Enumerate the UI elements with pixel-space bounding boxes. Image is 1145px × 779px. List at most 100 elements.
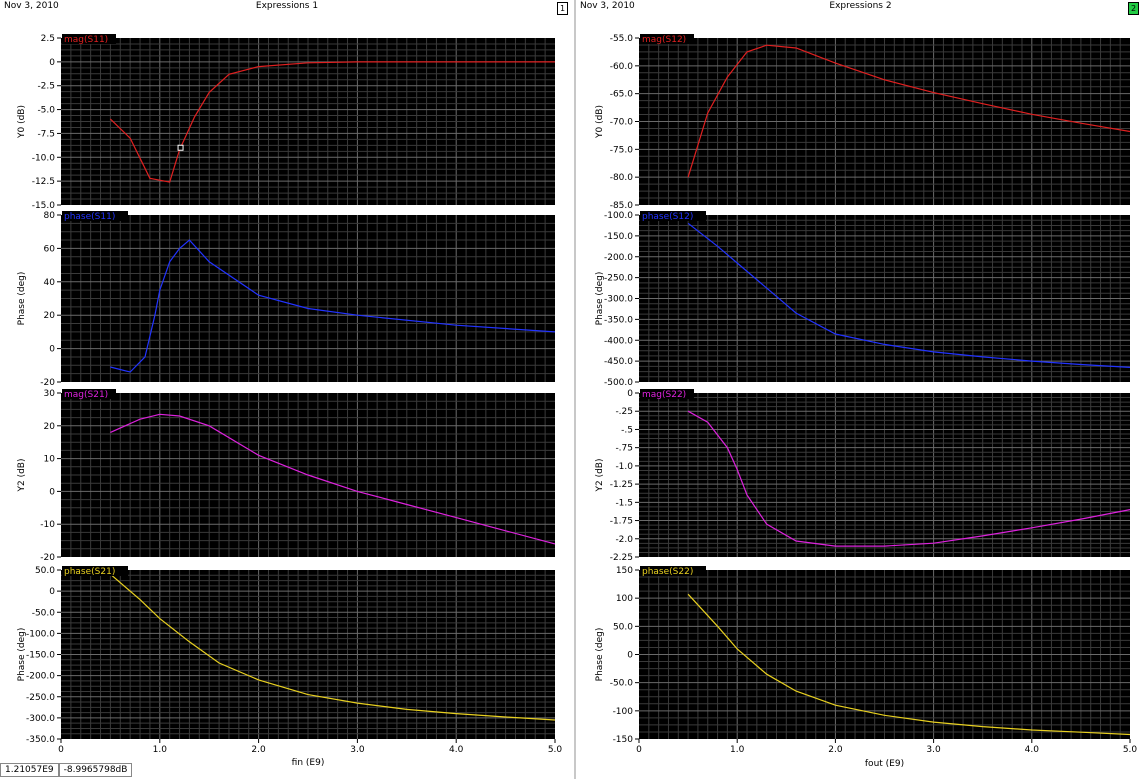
y-axis-label: Y0 (dB) [595, 105, 605, 139]
subplot-mags12: -85.0 -80.0 -75.0 -70.0 -65.0 -60.0 -55.0 Y0 (d… [595, 34, 1131, 211]
y-tick-label: -300.0 [604, 295, 633, 305]
legend-label: phase(S12) [642, 212, 693, 222]
y-tick-label: 40 [44, 278, 56, 288]
series-line-yellow [687, 593, 1131, 736]
y-axis-label: Y0 (dB) [17, 105, 27, 139]
y-tick-label: -1.75 [610, 517, 633, 527]
y-tick-label: -.5 [621, 425, 633, 435]
expressions-window-2: Nov 3, 2010 Expressions 2 2 -85.0 -80.0 -7… [576, 0, 1145, 779]
x-tick-label: 1.0 [153, 745, 168, 755]
y-tick-label: 20 [44, 311, 56, 321]
status-bar: 1.21057E9 -8.9965798dB [0, 763, 133, 777]
y-tick-label: -100.0 [26, 629, 55, 639]
x-tick-label: 0 [636, 745, 642, 755]
y-tick-label: 2.5 [41, 34, 55, 44]
x-tick-label: 5.0 [1123, 745, 1138, 755]
legend-label: phase(S11) [64, 212, 115, 222]
legend-label: mag(S21) [64, 390, 108, 400]
marker-point [177, 144, 184, 151]
subplot-mags11: -15.0 -12.5 -10.0 -7.5 -5.0 -2.5 0 2.5 Y0 (dB) ma… [17, 34, 555, 211]
y-tick-label: -350.0 [26, 735, 55, 745]
series-line-blue [110, 239, 556, 373]
y-tick-label: -100.0 [604, 211, 633, 221]
y-tick-label: -2.5 [37, 82, 55, 92]
y-tick-label: -70.0 [610, 118, 634, 128]
x-axis-label: fin (E9) [292, 758, 325, 768]
series-line-red [109, 61, 555, 183]
legend-tag [62, 211, 128, 221]
legend-tag [640, 211, 706, 221]
y-tick-label: -.25 [615, 407, 633, 417]
window-number-badge[interactable]: 1 [557, 2, 568, 15]
y-tick-label: -65.0 [610, 90, 634, 100]
legend-tag [640, 34, 694, 44]
subplot-phases22: -150 -100 -50.0 0 50.0 100 150 Phase (deg) phase… [595, 566, 1131, 745]
y-tick-label: 30 [44, 389, 56, 399]
y-tick-label: 0 [627, 651, 633, 661]
y-tick-label: -15.0 [32, 201, 56, 211]
y-tick-label: -20 [40, 553, 55, 563]
legend-tag [62, 566, 128, 576]
x-tick-label: 2.0 [251, 745, 266, 755]
y-tick-label: 0 [49, 58, 55, 68]
y-tick-label: -1.25 [610, 480, 633, 490]
x-tick-label: 3.0 [350, 745, 365, 755]
x-tick-label: 0 [58, 745, 64, 755]
window-separator [574, 0, 576, 779]
y-tick-label: -50.0 [32, 608, 56, 618]
y-tick-label: -20 [40, 378, 55, 388]
y-tick-label: 80 [44, 211, 56, 221]
y-tick-label: -55.0 [610, 34, 634, 44]
y-tick-label: -150.0 [604, 232, 633, 242]
y-tick-label: -10 [40, 520, 55, 530]
y-tick-label: -80.0 [610, 173, 634, 183]
y-tick-label: -50.0 [610, 679, 634, 689]
series-line-blue [687, 222, 1131, 368]
y-tick-label: 0 [49, 587, 55, 597]
y-axis-label: Phase (deg) [595, 628, 605, 682]
y-tick-label: -500.0 [604, 378, 633, 388]
y-tick-label: -1.0 [615, 462, 633, 472]
series-line-yellow [110, 573, 556, 721]
y-tick-label: -12.5 [32, 177, 55, 187]
x-tick-label: 2.0 [828, 745, 843, 755]
y-tick-label: 100 [616, 594, 633, 604]
legend-tag [640, 389, 694, 399]
x-tick-label: 3.0 [926, 745, 941, 755]
y-tick-label: -250.0 [26, 693, 55, 703]
series-line-red [687, 44, 1131, 178]
y-tick-label: 0 [627, 389, 633, 399]
plot-area-left[interactable]: -15.0 -12.5 -10.0 -7.5 -5.0 -2.5 0 2.5 Y0 (dB) ma… [0, 0, 574, 779]
series-line-magenta [687, 410, 1131, 547]
y-tick-label: -200.0 [26, 672, 55, 682]
y-axis-label: Y2 (dB) [595, 459, 605, 493]
y-tick-label: 10 [44, 455, 56, 465]
y-axis-label: Phase (deg) [17, 272, 27, 326]
subplot-mags22: -2.25 -2.0 -1.75 -1.5 -1.25 -1.0 -.75 -.5 -.25 0 Y… [595, 389, 1131, 563]
y-axis-label: Phase (deg) [17, 628, 27, 682]
expressions-window-1: Nov 3, 2010 Expressions 1 1 -15.0 -12.5 -1… [0, 0, 574, 779]
subplot-phases11: -20 0 20 40 60 80 Phase (deg) phase(S11) [17, 211, 556, 388]
legend-tag [62, 389, 116, 399]
y-tick-label: -85.0 [610, 201, 634, 211]
y-tick-label: -2.0 [615, 535, 633, 545]
y-tick-label: -5.0 [37, 106, 55, 116]
y-readout: -8.9965798dB [58, 763, 133, 777]
window-title: Expressions 1 [255, 1, 319, 11]
window-number-badge[interactable]: 2 [1128, 2, 1139, 15]
y-tick-label: 50.0 [35, 566, 55, 576]
y-tick-label: -150 [613, 735, 634, 745]
y-tick-label: -75.0 [610, 145, 634, 155]
y-tick-label: -10.0 [32, 153, 56, 163]
series-line-magenta [110, 413, 556, 545]
subplot-mags21: -20 -10 0 10 20 30 Y2 (dB) mag(S21) [17, 389, 556, 563]
x-tick-label: 1.0 [730, 745, 745, 755]
y-tick-label: 50.0 [613, 622, 633, 632]
x-tick-label: 4.0 [449, 745, 464, 755]
plot-area-right[interactable]: -85.0 -80.0 -75.0 -70.0 -65.0 -60.0 -55.0 Y0 (d… [576, 0, 1145, 779]
legend-label: mag(S12) [642, 35, 686, 45]
y-tick-label: -.75 [615, 444, 633, 454]
legend-tag [62, 34, 116, 44]
legend-label: mag(S22) [642, 390, 686, 400]
legend-label: phase(S22) [642, 567, 693, 577]
